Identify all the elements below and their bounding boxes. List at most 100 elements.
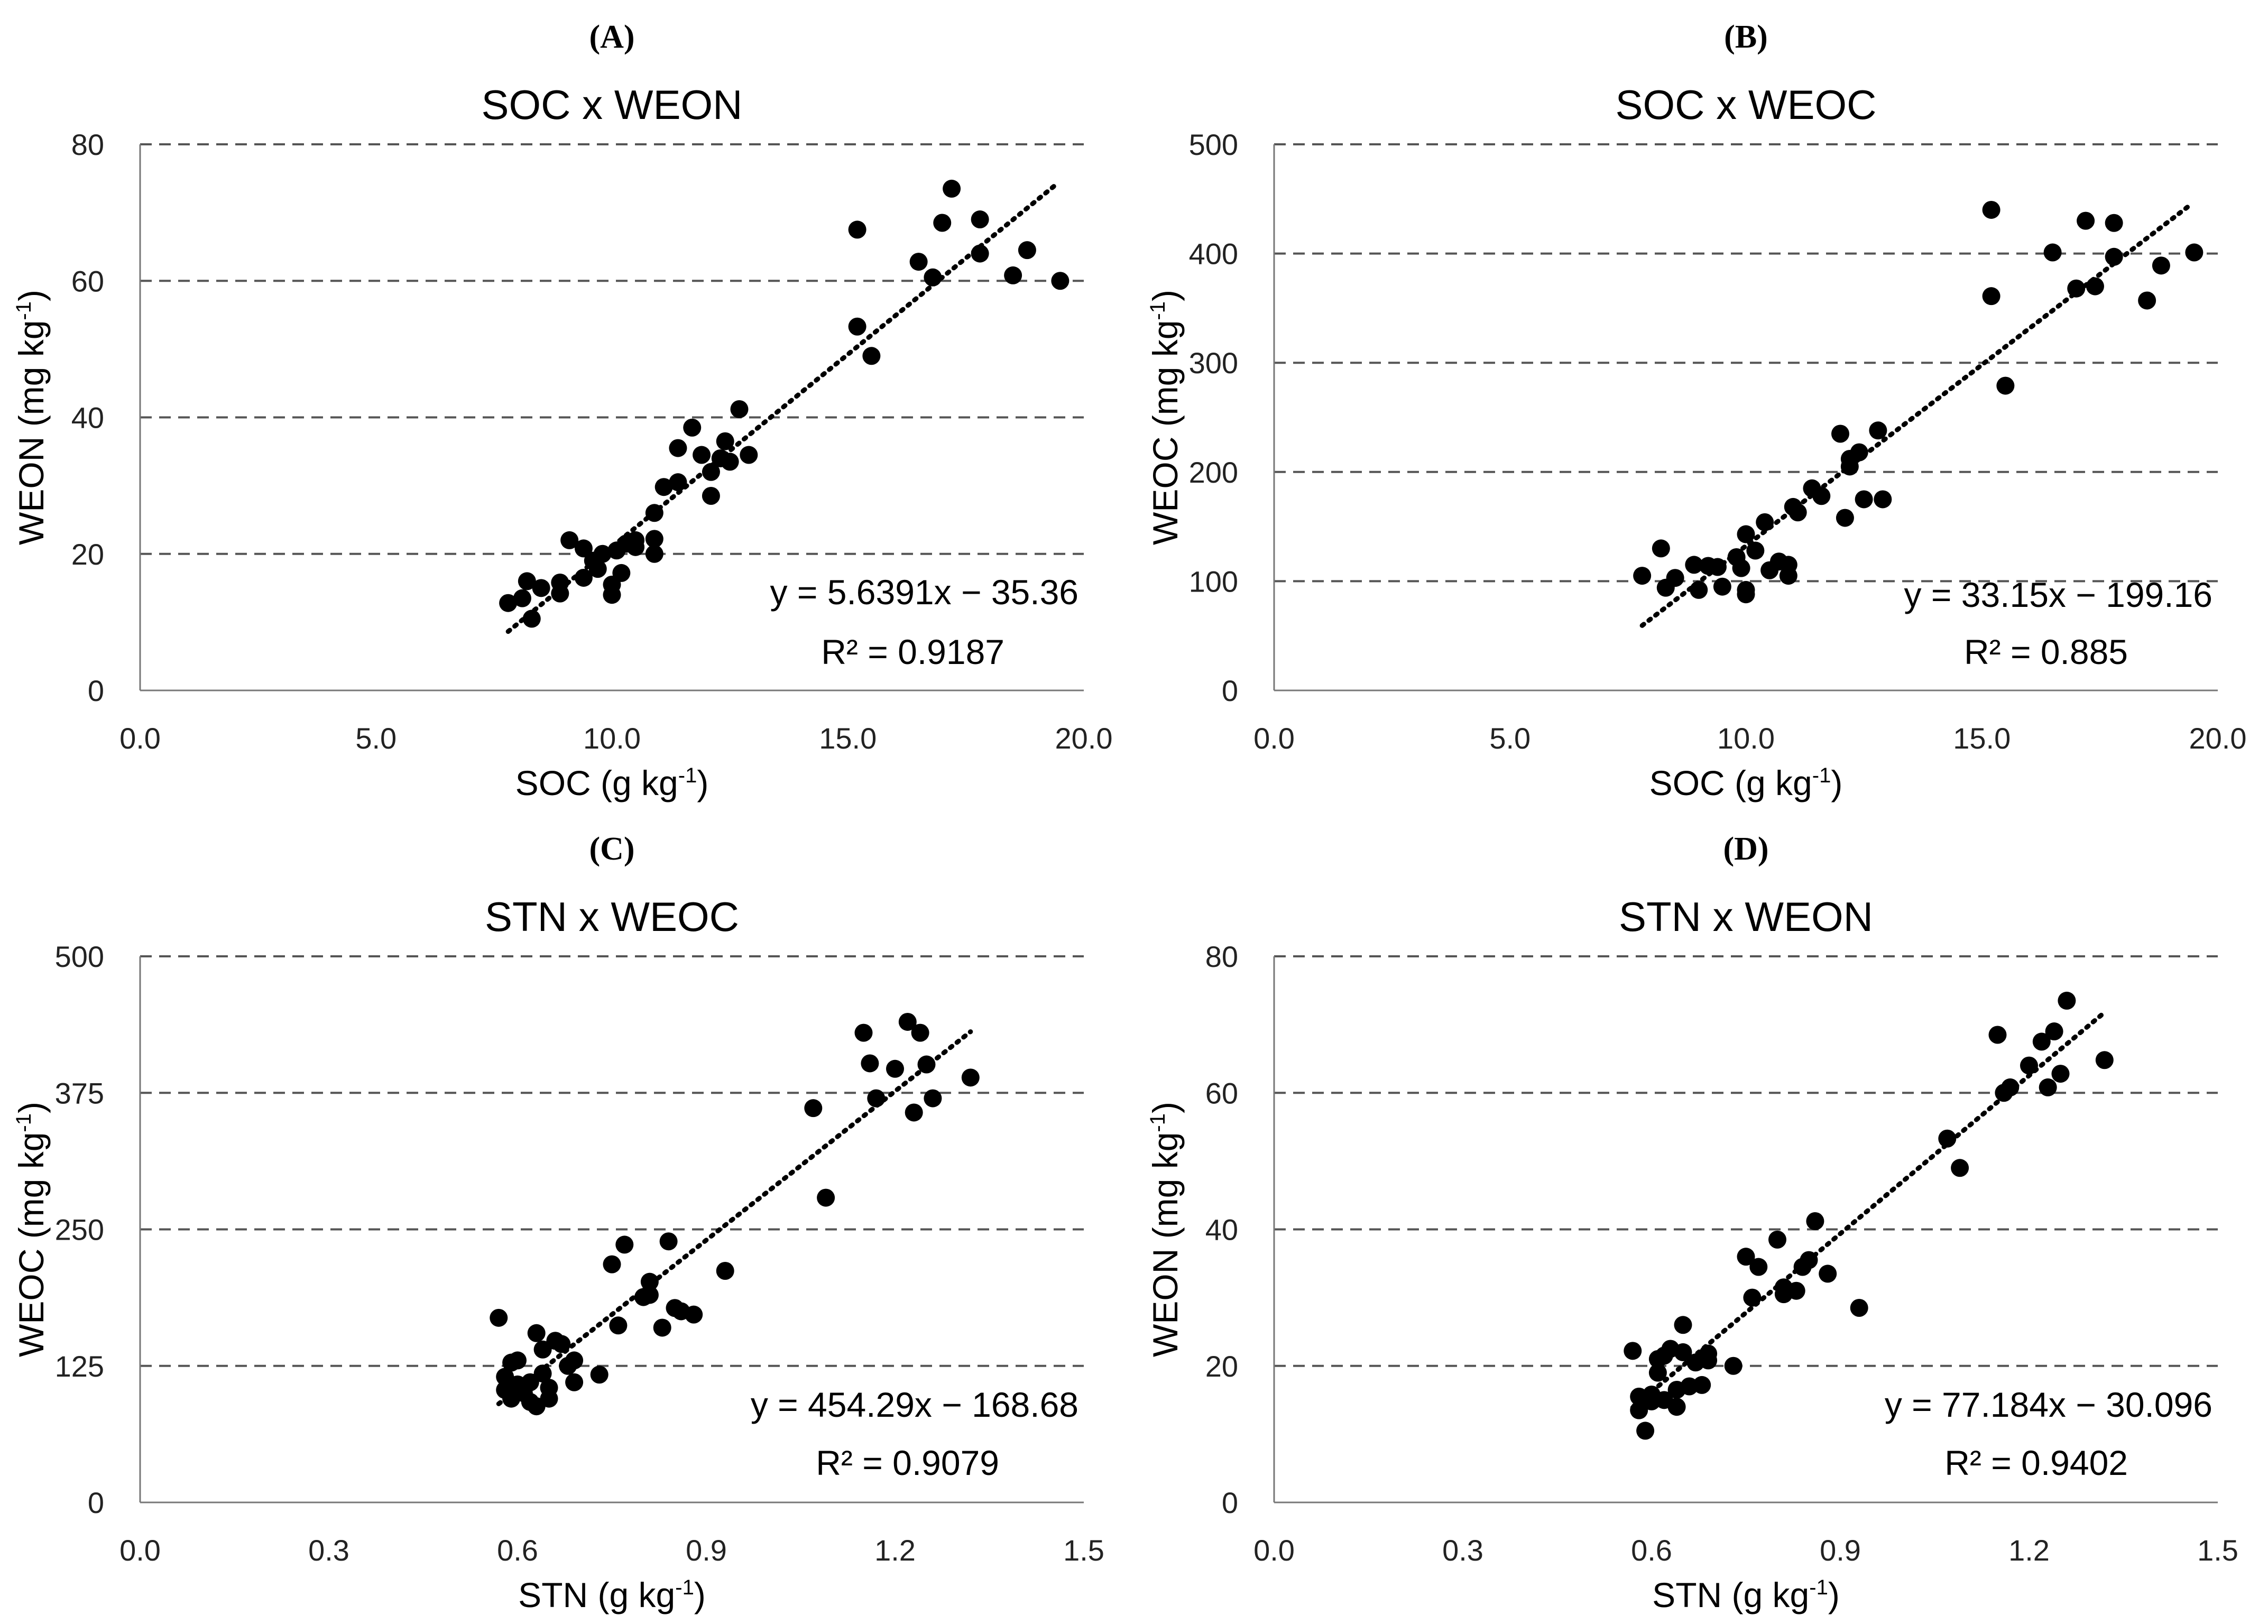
x-tick-label: 0.3 — [1442, 1534, 1483, 1567]
data-point — [2095, 1051, 2114, 1069]
data-point — [669, 473, 687, 492]
data-point — [565, 1373, 584, 1391]
chart-svg-b: (B) SOC x WEOC 0 100 200 300 400 500 0.0 5.0 10.0 1… — [1146, 19, 2247, 802]
data-point — [2043, 243, 2062, 262]
data-point — [565, 1351, 584, 1370]
panel-letter: (D) — [1723, 831, 1768, 867]
data-point — [1779, 556, 1797, 574]
data-point — [716, 1262, 734, 1280]
data-point — [854, 1023, 873, 1042]
data-point — [2152, 256, 2170, 275]
y-axis-title: WEOC (mg kg-1) — [1146, 290, 1185, 545]
data-point — [1756, 513, 1774, 531]
chart-panel-b: (B) SOC x WEOC 0 100 200 300 400 500 0.0 5.0 10.0 1… — [1134, 0, 2268, 812]
data-point — [1982, 200, 2000, 219]
data-point — [1624, 1342, 1642, 1360]
data-point — [645, 504, 663, 522]
x-tick-label: 20.0 — [2189, 722, 2247, 755]
data-point — [911, 1023, 929, 1042]
y-tick-label: 125 — [55, 1350, 104, 1383]
r-squared-label: R² = 0.9187 — [821, 632, 1004, 671]
data-point — [1819, 1265, 1837, 1283]
x-axis-title: SOC (g kg-1) — [1649, 763, 1843, 802]
y-tick-label: 500 — [1189, 128, 1238, 161]
x-axis-title: STN (g kg-1) — [518, 1575, 706, 1614]
data-point — [1855, 490, 1873, 509]
x-tick-label: 20.0 — [1055, 722, 1113, 755]
data-point — [898, 1012, 917, 1031]
data-point — [1690, 580, 1708, 599]
chart-title: STN x WEON — [1619, 893, 1873, 940]
data-point — [551, 573, 569, 592]
data-point — [1685, 556, 1703, 574]
data-point — [2105, 214, 2123, 232]
data-point — [593, 545, 612, 563]
data-point — [645, 530, 663, 548]
data-point — [645, 545, 663, 563]
y-tick-label: 500 — [55, 940, 104, 973]
r-squared-label: R² = 0.9402 — [1944, 1443, 2128, 1482]
y-tick-label: 20 — [71, 538, 104, 571]
chart-title: STN x WEOC — [485, 893, 739, 940]
data-point — [971, 244, 989, 263]
r-squared-label: R² = 0.885 — [1964, 632, 2128, 671]
chart-panel-a: (A) SOC x WEON 0 20 40 60 80 0.0 5.0 10.0 15.0 20.0… — [0, 0, 1134, 812]
data-point — [917, 1055, 936, 1074]
data-point — [1787, 1281, 1805, 1300]
data-point — [1743, 1288, 1762, 1307]
data-point — [533, 1364, 552, 1383]
data-point — [1633, 567, 1652, 585]
data-point — [1788, 503, 1807, 522]
data-point — [702, 486, 720, 505]
data-point — [867, 1089, 886, 1108]
y-tick-label: 40 — [71, 401, 104, 435]
data-point — [943, 179, 961, 198]
x-tick-label: 5.0 — [355, 722, 397, 755]
trendline — [496, 1029, 973, 1407]
data-point — [716, 432, 734, 450]
data-point — [848, 317, 866, 336]
y-tick-label: 60 — [1205, 1076, 1238, 1110]
data-point — [2051, 1065, 2070, 1083]
y-tick-label: 300 — [1189, 346, 1238, 380]
data-point — [1996, 376, 2015, 395]
data-point — [1674, 1316, 1692, 1334]
data-point — [653, 1318, 671, 1337]
data-point — [1938, 1129, 1957, 1148]
r-squared-label: R² = 0.9079 — [816, 1443, 999, 1482]
panel-letter: (C) — [589, 831, 634, 867]
data-point — [862, 347, 881, 365]
data-point — [1018, 241, 1036, 260]
data-point — [1746, 541, 1765, 560]
data-point — [2039, 1078, 2057, 1096]
data-point — [552, 1335, 571, 1353]
y-tick-label: 400 — [1189, 237, 1238, 271]
x-tick-label: 0.0 — [119, 1534, 161, 1567]
regression-equation: y = 454.29x − 168.68 — [751, 1385, 1078, 1424]
data-point — [1652, 539, 1670, 558]
x-tick-label: 1.5 — [1063, 1534, 1104, 1567]
chart-title: SOC x WEOC — [1615, 81, 1876, 128]
x-tick-label: 10.0 — [1717, 722, 1775, 755]
data-point — [533, 1340, 552, 1359]
data-point — [1982, 287, 2000, 306]
data-point — [1874, 490, 1892, 509]
data-point — [1666, 569, 1684, 587]
data-point — [612, 564, 631, 582]
y-tick-label: 60 — [71, 264, 104, 298]
data-point — [886, 1059, 904, 1078]
data-point — [1850, 1298, 1868, 1317]
chart-svg-c: (C) STN x WEOC 0 125 250 375 500 0.0 0.3 0.6 0.9 1.… — [12, 831, 1104, 1614]
data-point — [685, 1305, 703, 1324]
data-point — [683, 418, 702, 437]
data-point — [518, 572, 536, 590]
data-point — [1708, 558, 1727, 576]
data-point — [804, 1099, 823, 1118]
chart-svg-d: (D) STN x WEON 0 20 40 60 80 0.0 0.3 0.6 0.9 1.2 1.5… — [1146, 831, 2238, 1614]
x-tick-label: 1.2 — [2008, 1534, 2050, 1567]
x-tick-label: 0.0 — [1253, 1534, 1295, 1567]
x-tick-label: 15.0 — [1953, 722, 2011, 755]
y-axis-title: WEOC (mg kg-1) — [12, 1102, 51, 1357]
data-point — [1812, 487, 1831, 505]
y-tick-label: 40 — [1205, 1213, 1238, 1247]
